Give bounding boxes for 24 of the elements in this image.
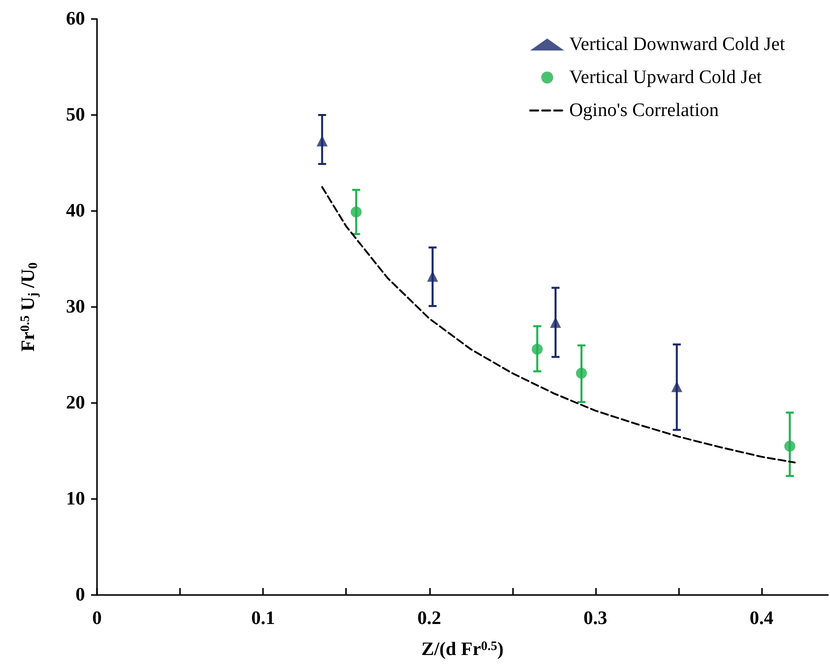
x-tick-label: 0 (92, 608, 102, 629)
x-tick-label: 0.2 (417, 608, 442, 629)
y-tick-label: 10 (66, 488, 85, 510)
x-tick-label: 0.3 (584, 608, 608, 629)
x-tick-label: 0.4 (750, 608, 774, 629)
point (427, 270, 438, 282)
line-series (321, 186, 796, 464)
y-tick-label: 0 (76, 584, 85, 606)
y-axis-title: Fr0.5 Uj /U0 (17, 262, 40, 352)
y-tick-label: 50 (66, 104, 85, 126)
legend-label: Vertical Downward Cold Jet (569, 34, 786, 55)
point (532, 344, 543, 355)
y-tick-label: 30 (66, 296, 85, 318)
legend-label: Ogino's Correlation (569, 100, 720, 121)
point (316, 135, 328, 146)
y-tick-label: 40 (66, 200, 85, 222)
legend-label: Vertical Upward Cold Jet (569, 67, 762, 88)
point (350, 206, 362, 218)
x-tick-label: 0.1 (251, 608, 276, 629)
point (576, 368, 587, 379)
y-tick-label: 20 (66, 392, 85, 414)
y-tick-label: 60 (66, 8, 85, 30)
point (671, 381, 682, 392)
point (784, 440, 796, 452)
